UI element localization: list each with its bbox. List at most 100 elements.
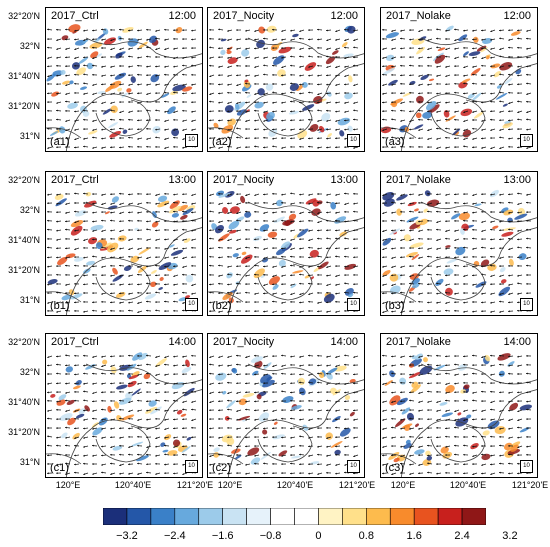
wind-vector-head <box>326 266 329 268</box>
shaded-cell <box>415 353 423 360</box>
wind-vector-head <box>110 74 112 77</box>
wind-vector-head <box>517 373 519 375</box>
wind-vector-head <box>490 110 492 113</box>
wind-vector-head <box>137 435 139 438</box>
shaded-cell <box>150 270 157 274</box>
boundary-line <box>420 37 537 59</box>
wind-vector-head <box>353 247 355 250</box>
boundary-line <box>85 37 202 59</box>
shaded-cell <box>463 51 469 57</box>
shaded-cell <box>82 111 90 117</box>
wind-vector-head <box>65 47 68 50</box>
wind-vector-head <box>119 372 121 375</box>
wind-vector-head <box>290 29 292 32</box>
shaded-cell <box>97 90 106 94</box>
wind-vector-head <box>245 454 248 457</box>
wind-vector-head <box>508 193 510 196</box>
wind-vector-head <box>299 364 302 367</box>
wind-vector-head <box>272 265 275 268</box>
wind-vector-head <box>481 273 483 276</box>
wind-vector-head <box>155 37 157 40</box>
shaded-cell <box>88 237 98 245</box>
wind-vector-head <box>317 255 319 258</box>
shaded-cell <box>185 359 190 368</box>
wind-vector-head <box>400 136 402 139</box>
wind-vector-head <box>299 282 301 285</box>
wind-vector-head <box>335 55 337 58</box>
wind-vector-head <box>254 246 256 249</box>
shaded-cell <box>518 253 527 260</box>
shaded-cell <box>299 387 306 396</box>
wind-vector-head <box>344 210 346 213</box>
shaded-cell <box>507 361 515 367</box>
boundary-line <box>95 99 151 137</box>
wind-vector-head <box>137 119 139 122</box>
wind-vector-head <box>191 92 193 95</box>
wind-vector-head <box>508 248 511 250</box>
wind-vector-head <box>526 400 528 403</box>
wind-vector-head <box>326 48 329 50</box>
shaded-cell <box>426 455 433 461</box>
shaded-cell <box>278 450 288 457</box>
wind-vector-head <box>481 110 483 113</box>
shaded-cell <box>406 412 415 421</box>
wind-vector-head <box>245 391 247 394</box>
wind-vector-head <box>436 409 439 412</box>
wind-vector-head <box>236 239 239 241</box>
shaded-cell <box>228 229 237 234</box>
wind-vector-head <box>209 247 211 250</box>
wind-vector-head <box>454 283 456 286</box>
wind-vector-head <box>490 65 492 68</box>
wind-vector-head <box>400 92 402 95</box>
shaded-cell <box>222 292 233 301</box>
shaded-cell <box>273 421 278 425</box>
wind-vector-head <box>382 129 385 131</box>
wind-vector-head <box>382 365 385 367</box>
wind-vector-head <box>508 64 510 67</box>
wind-vector-head <box>137 409 140 412</box>
wind-vector-head <box>128 65 131 68</box>
wind-vector-head <box>499 471 501 474</box>
wind-vector-head <box>299 55 301 58</box>
panel-time: 12:00 <box>330 10 358 22</box>
wind-vector-head <box>191 29 193 32</box>
shaded-cell <box>176 409 183 415</box>
wind-vector-head <box>391 29 394 32</box>
wind-vector-head <box>409 391 411 394</box>
wind-vector-head <box>335 92 337 95</box>
wind-vector-head <box>65 28 67 31</box>
wind-vector-head <box>391 92 393 95</box>
wind-vector-head <box>146 292 148 295</box>
wind-vector-head <box>56 74 58 77</box>
wind-vector-head <box>92 382 95 385</box>
wind-vector-head <box>427 92 429 94</box>
wind-vector-head <box>344 146 346 149</box>
wind-vector-head <box>101 238 103 240</box>
wind-vector-head <box>517 472 519 475</box>
wind-vector-head <box>47 444 49 447</box>
wind-vector-head <box>353 283 355 286</box>
wind-vector-head <box>83 46 85 49</box>
shaded-cell <box>226 272 233 279</box>
wind-vector-head <box>344 383 347 385</box>
wind-vector-head <box>47 454 49 457</box>
wind-vector-head <box>191 284 194 286</box>
shaded-cell <box>85 260 96 266</box>
wind-vector-head <box>254 109 256 112</box>
wind-vector-head <box>409 445 412 448</box>
wind-vector-head <box>409 193 411 196</box>
wind-vector-head <box>254 220 256 223</box>
wind-vector-head <box>382 472 384 475</box>
wind-vector-head <box>65 436 68 439</box>
wind-vector-head <box>209 64 211 67</box>
wind-vector-head <box>83 473 86 475</box>
wind-vector-head <box>499 73 501 76</box>
boundary-line <box>420 363 537 385</box>
wind-vector-head <box>400 445 403 448</box>
wind-vector-head <box>382 391 384 394</box>
wind-vector-head <box>56 39 59 41</box>
wind-vector-head <box>400 373 402 376</box>
shaded-cell <box>102 359 108 365</box>
wind-vector-head <box>227 364 230 367</box>
wind-vector-head <box>236 203 239 205</box>
